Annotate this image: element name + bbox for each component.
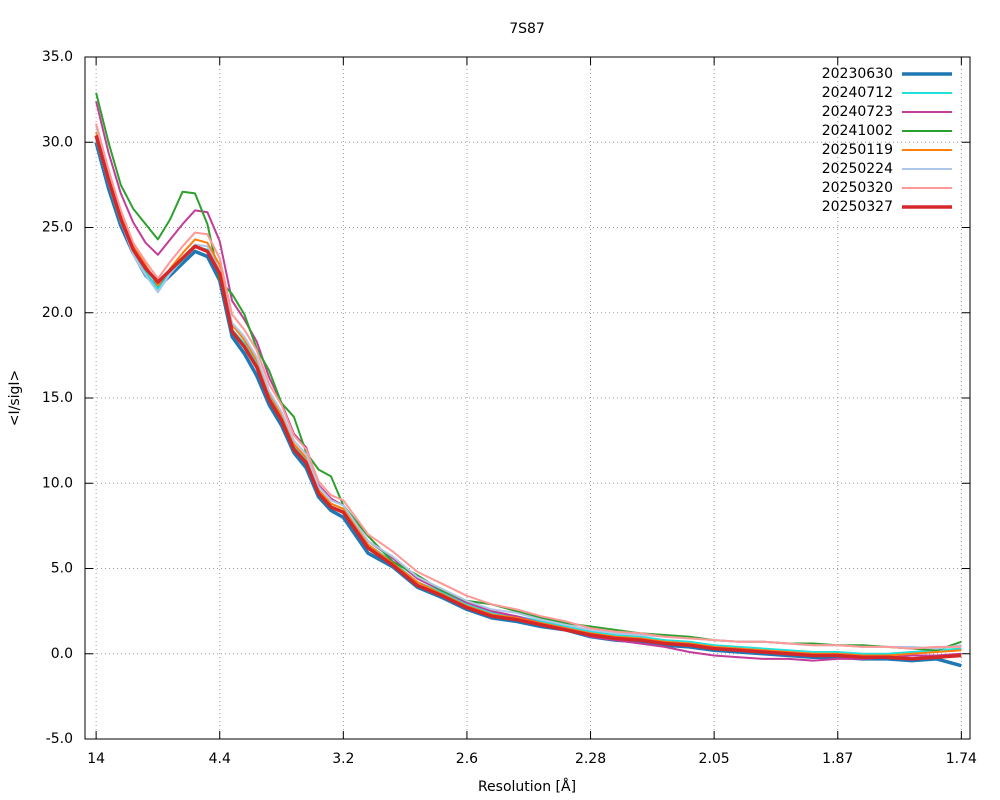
y-tick-label: 30.0	[42, 134, 73, 150]
y-tick-label: 5.0	[51, 561, 73, 577]
x-axis-label: Resolution [Å]	[478, 778, 576, 795]
y-tick-label: 10.0	[42, 475, 73, 491]
legend-label: 20240712	[822, 85, 893, 101]
x-tick-label: 2.05	[699, 751, 730, 767]
legend-label: 20250224	[822, 161, 893, 177]
x-tick-label: 2.6	[456, 751, 478, 767]
x-tick-label: 2.28	[575, 751, 606, 767]
y-tick-label: 35.0	[42, 49, 73, 65]
legend-label: 20230630	[822, 66, 893, 82]
legend-label: 20240723	[822, 104, 893, 120]
series-line	[95, 123, 962, 650]
legend-label: 20250119	[822, 142, 893, 158]
series-line	[94, 141, 962, 668]
x-tick-label: 3.2	[332, 751, 354, 767]
series-line	[95, 138, 962, 655]
y-tick-label: 15.0	[42, 390, 73, 406]
y-tick-label: 0.0	[51, 646, 73, 662]
y-tick-label: 20.0	[42, 305, 73, 321]
y-axis-label: <I/sigI>	[7, 370, 23, 427]
y-tick-label: 25.0	[42, 220, 73, 236]
legend-label: 20250320	[822, 180, 893, 196]
x-tick-label: 1.74	[946, 751, 977, 767]
legend-label: 20241002	[822, 123, 893, 139]
series-line	[94, 134, 962, 661]
x-tick-label: 4.4	[209, 751, 231, 767]
x-tick-label: 14	[87, 751, 105, 767]
x-tick-label: 1.87	[822, 751, 853, 767]
chart-title: 7S87	[509, 21, 545, 37]
y-tick-label: -5.0	[46, 731, 73, 747]
plot-frame	[84, 56, 971, 740]
legend-label: 20250327	[822, 199, 893, 215]
